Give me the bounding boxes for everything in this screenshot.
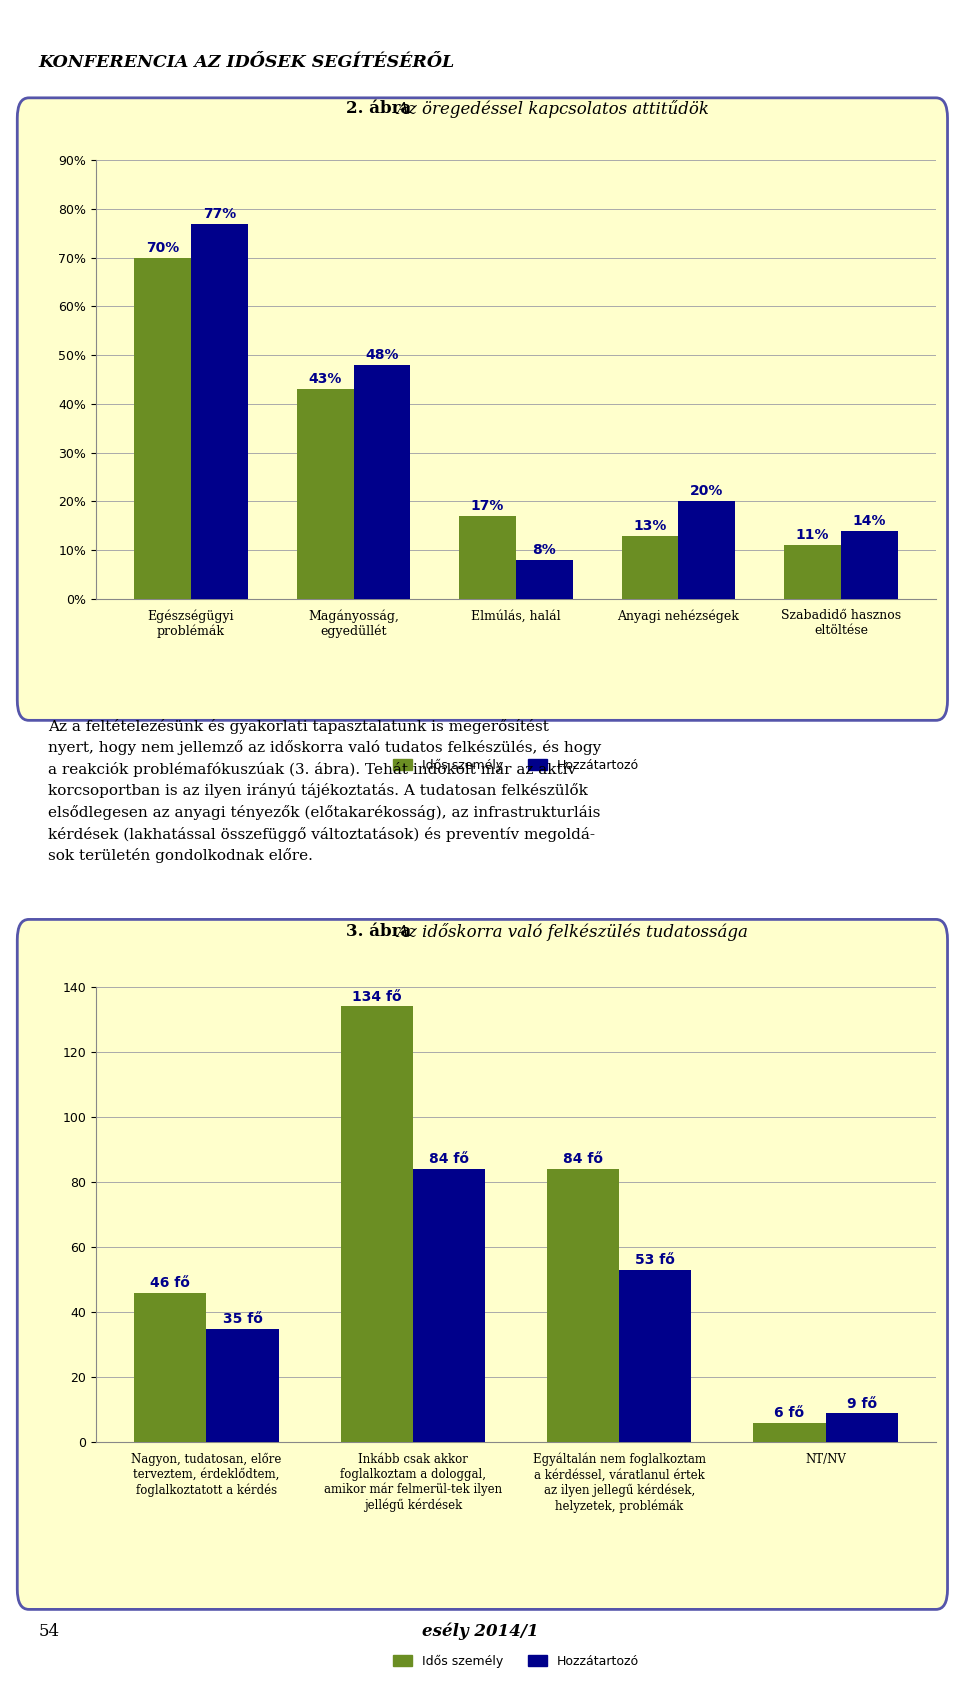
Bar: [622, 535, 679, 599]
Text: 35 fő: 35 fő: [223, 1312, 262, 1326]
Text: 54: 54: [38, 1623, 60, 1640]
Text: 14%: 14%: [852, 515, 886, 528]
Text: 48%: 48%: [365, 348, 398, 363]
Text: 46 fő: 46 fő: [151, 1275, 190, 1291]
Text: KONFERENCIA AZ IDŐSEK SEGÍTÉSÉRŐL: KONFERENCIA AZ IDŐSEK SEGÍTÉSÉRŐL: [38, 54, 455, 71]
Bar: [341, 1007, 413, 1442]
Text: 134 fő: 134 fő: [352, 990, 401, 1004]
Bar: [297, 390, 353, 599]
Bar: [134, 1292, 206, 1442]
Text: 43%: 43%: [308, 373, 342, 386]
Bar: [841, 531, 898, 599]
Bar: [547, 1169, 619, 1442]
Text: Az időskorra való felkészülés tudatossága: Az időskorra való felkészülés tudatosság…: [396, 923, 749, 941]
Text: 17%: 17%: [470, 499, 504, 513]
Bar: [134, 258, 191, 599]
Bar: [784, 545, 841, 599]
Text: Az öregedéssel kapcsolatos attitűdök: Az öregedéssel kapcsolatos attitűdök: [396, 100, 709, 118]
Text: 8%: 8%: [533, 543, 556, 557]
Text: 2. ábra: 2. ábra: [346, 100, 411, 116]
Bar: [754, 1422, 826, 1442]
Bar: [679, 501, 735, 599]
Bar: [516, 560, 573, 599]
Text: 70%: 70%: [146, 241, 180, 255]
Text: 6 fő: 6 fő: [775, 1407, 804, 1420]
Text: esély 2014/1: esély 2014/1: [421, 1623, 539, 1640]
Bar: [191, 224, 248, 599]
Legend: Idős személy, Hozzátartozó: Idős személy, Hozzátartozó: [388, 754, 644, 776]
Bar: [459, 516, 516, 599]
Bar: [353, 364, 410, 599]
Bar: [413, 1169, 485, 1442]
Text: 84 fő: 84 fő: [564, 1152, 603, 1166]
Text: 53 fő: 53 fő: [636, 1253, 675, 1267]
Text: 20%: 20%: [690, 484, 724, 498]
Text: 9 fő: 9 fő: [847, 1397, 876, 1410]
Bar: [206, 1329, 278, 1442]
Legend: Idős személy, Hozzátartozó: Idős személy, Hozzátartozó: [388, 1650, 644, 1674]
Text: 13%: 13%: [634, 518, 667, 533]
Text: 84 fő: 84 fő: [429, 1152, 468, 1166]
Text: 77%: 77%: [203, 208, 236, 221]
Bar: [619, 1270, 691, 1442]
Text: Az a feltételezésünk és gyakorlati tapasztalatunk is megerősítést
nyert, hogy ne: Az a feltételezésünk és gyakorlati tapas…: [48, 719, 601, 864]
Text: 3. ábra: 3. ábra: [346, 923, 411, 940]
Text: 11%: 11%: [796, 528, 829, 542]
Bar: [826, 1414, 898, 1442]
